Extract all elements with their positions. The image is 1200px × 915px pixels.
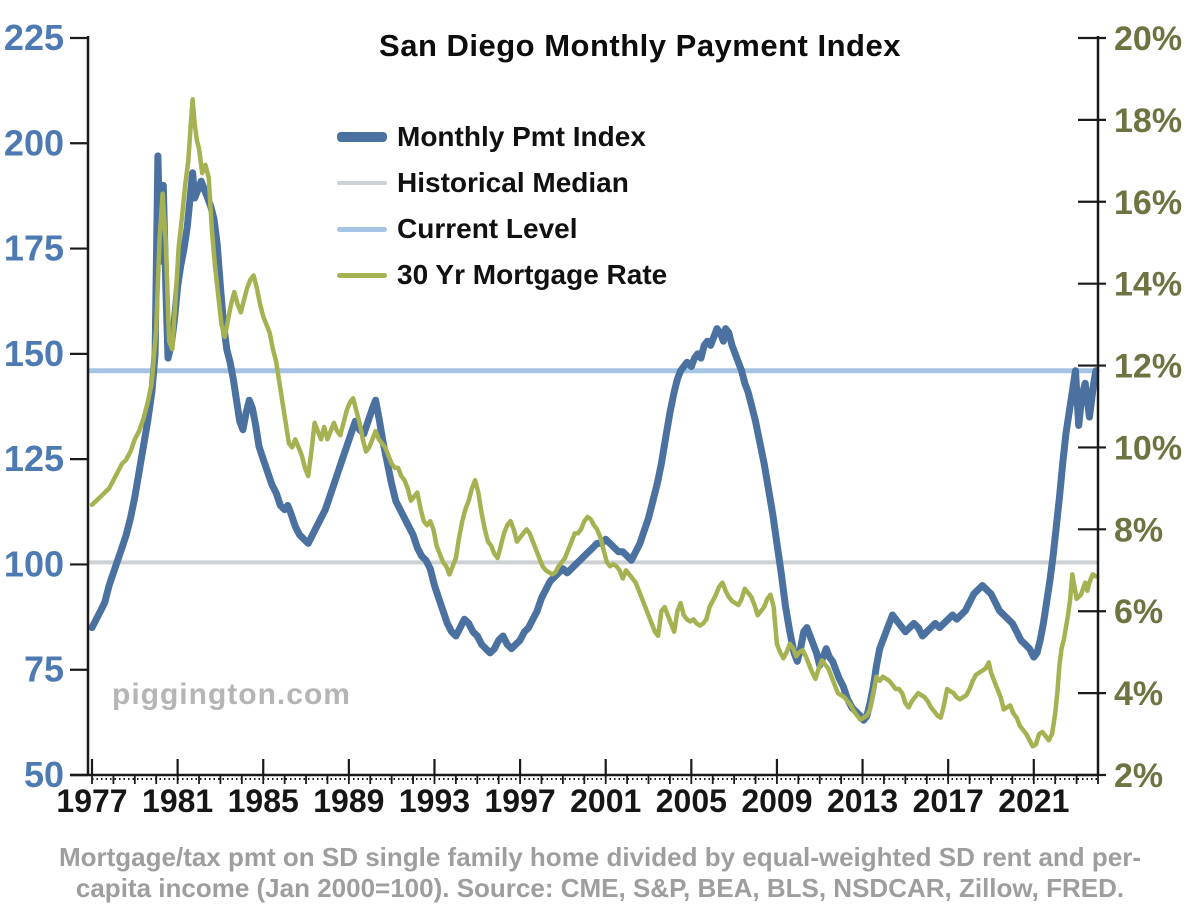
right-axis-label: 12% (1114, 348, 1182, 386)
left-axis-label: 100 (4, 543, 64, 584)
legend-item-current-level: Current Level (337, 206, 667, 252)
x-axis-year-label: 1981 (142, 783, 213, 819)
x-axis-year-label: 2001 (570, 783, 641, 819)
legend-item-monthly-pmt-index: Monthly Pmt Index (337, 114, 667, 160)
legend-marker-icon (337, 181, 387, 185)
footnote: Mortgage/tax pmt on SD single family hom… (0, 842, 1200, 904)
x-axis-year-label: 2005 (656, 783, 727, 819)
chart-title: San Diego Monthly Payment Index (379, 28, 901, 63)
left-axis-label: 75 (24, 649, 64, 690)
x-axis-year-label: 2013 (827, 783, 898, 819)
right-axis-label: 8% (1114, 511, 1163, 549)
right-axis-label: 10% (1114, 429, 1182, 467)
right-axis-label: 6% (1114, 593, 1163, 631)
series-30-yr-mortgage-rate (89, 97, 1099, 749)
legend-item-30-yr-mortgage-rate: 30 Yr Mortgage Rate (337, 252, 667, 298)
x-axis-year-label: 2009 (741, 783, 812, 819)
series-monthly-pmt-index (88, 152, 1100, 724)
x-axis-year-label: 1977 (56, 783, 127, 819)
left-axis-label: 125 (4, 438, 64, 479)
legend-label: Monthly Pmt Index (397, 121, 646, 152)
legend-marker-icon (337, 226, 387, 232)
left-axis-label: 175 (4, 228, 64, 269)
x-axis-year-label: 1997 (484, 783, 555, 819)
footnote-line-2: capita income (Jan 2000=100). Source: CM… (75, 873, 1125, 903)
watermark: piggington.com (112, 678, 351, 711)
left-axis-label: 150 (4, 333, 64, 374)
legend: Monthly Pmt Index Historical Median Curren… (337, 114, 667, 298)
x-axis-year-label: 1985 (228, 783, 299, 819)
x-axis-year-label: 1993 (399, 783, 470, 819)
right-axis-label: 20% (1114, 20, 1182, 58)
left-axis-label: 225 (4, 17, 64, 58)
left-axis-label: 50 (24, 754, 64, 795)
x-axis-year-label: 1989 (313, 783, 384, 819)
legend-marker-icon (337, 272, 387, 278)
right-axis-label: 2% (1114, 757, 1163, 795)
legend-label: 30 Yr Mortgage Rate (397, 259, 668, 290)
x-axis-year-label: 2017 (913, 783, 984, 819)
legend-marker-icon (337, 132, 387, 142)
legend-label: Historical Median (397, 167, 629, 198)
right-axis-label: 4% (1114, 675, 1163, 713)
footnote-line-1: Mortgage/tax pmt on SD single family hom… (58, 842, 1142, 872)
right-axis-label: 14% (1114, 266, 1182, 304)
right-axis-label: 18% (1114, 102, 1182, 140)
left-axis-label: 200 (4, 122, 64, 163)
x-axis-year-label: 2021 (998, 783, 1069, 819)
right-axis-label: 16% (1114, 184, 1182, 222)
legend-item-historical-median: Historical Median (337, 160, 667, 206)
legend-label: Current Level (397, 213, 578, 244)
